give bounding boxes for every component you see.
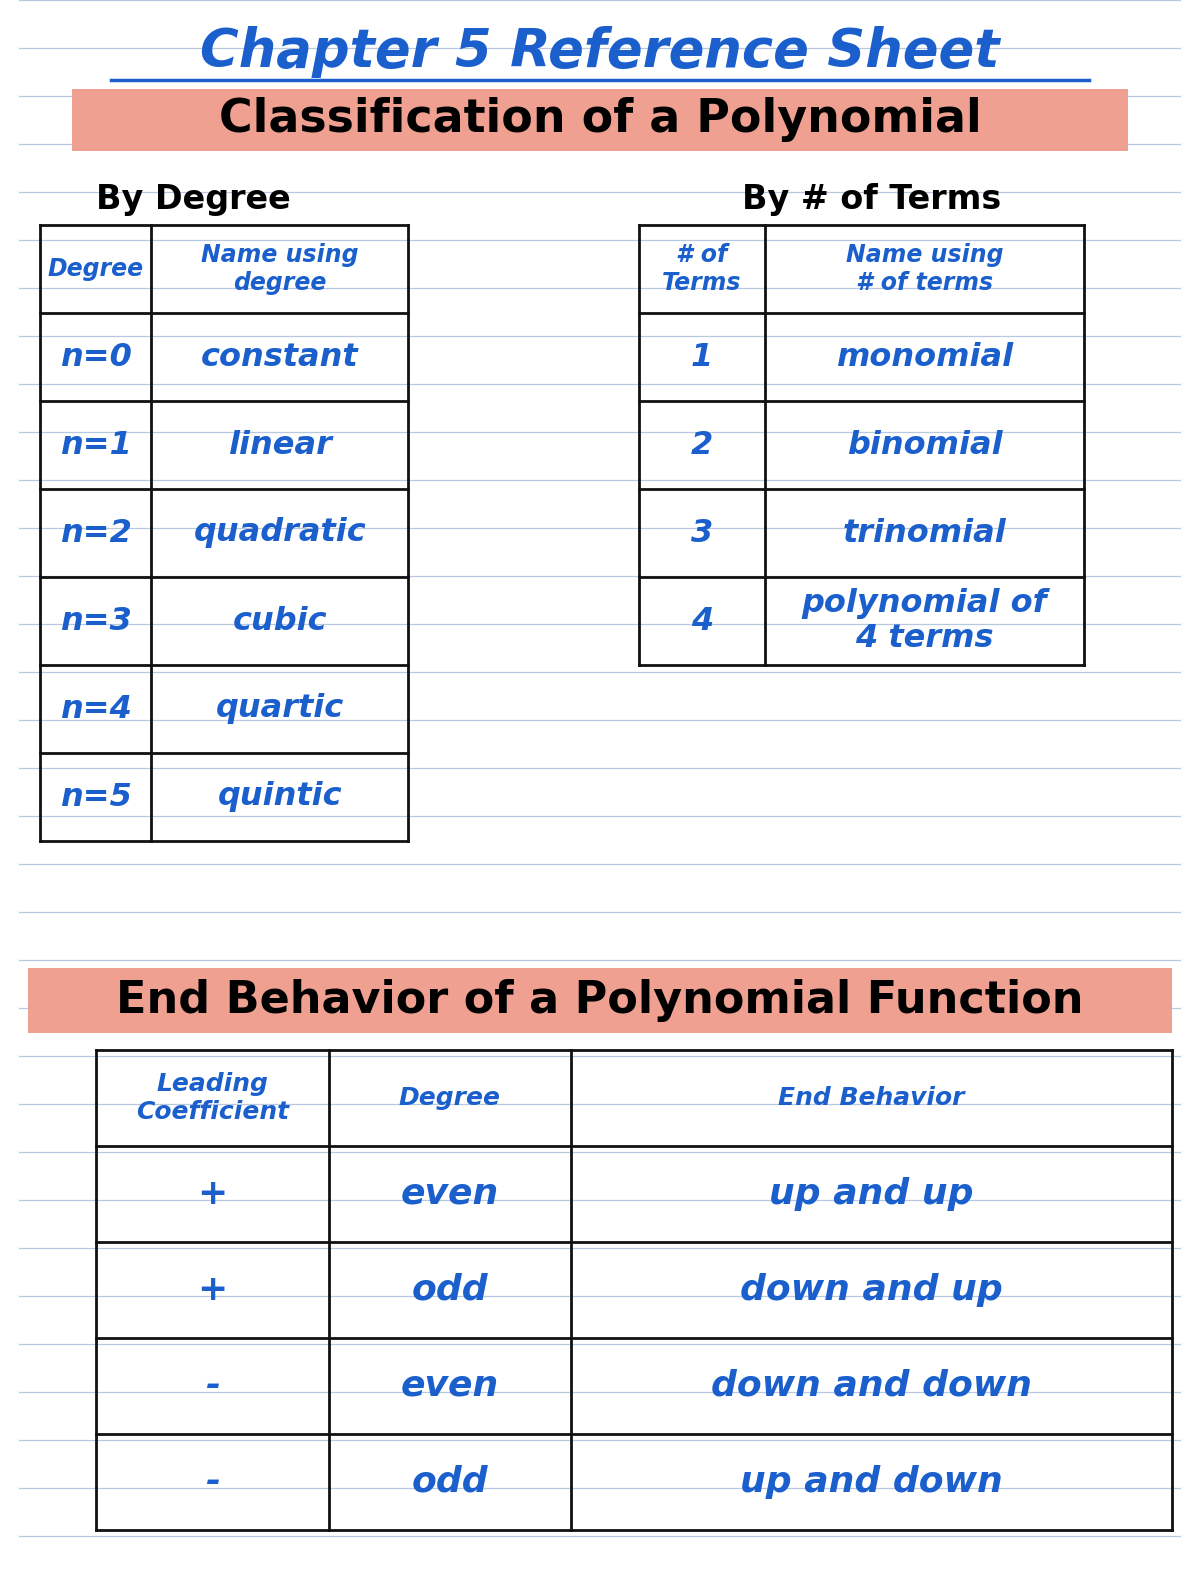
- Text: Name using
# of terms: Name using # of terms: [846, 243, 1003, 295]
- Text: 2: 2: [690, 430, 713, 460]
- Text: +: +: [197, 1273, 228, 1307]
- Text: 1: 1: [690, 342, 713, 373]
- Text: Classification of a Polynomial: Classification of a Polynomial: [218, 98, 982, 142]
- Text: trinomial: trinomial: [842, 518, 1007, 548]
- Text: Leading
Coefficient: Leading Coefficient: [136, 1073, 289, 1125]
- Text: Chapter 5 Reference Sheet: Chapter 5 Reference Sheet: [200, 27, 1000, 79]
- FancyBboxPatch shape: [29, 967, 1171, 1033]
- Text: n=1: n=1: [60, 430, 132, 460]
- Text: down and up: down and up: [740, 1273, 1003, 1307]
- Text: down and down: down and down: [710, 1369, 1032, 1403]
- Text: -: -: [205, 1369, 220, 1403]
- Text: 3: 3: [690, 518, 713, 548]
- Text: n=0: n=0: [60, 342, 132, 373]
- Text: n=4: n=4: [60, 693, 132, 724]
- Text: quadratic: quadratic: [193, 518, 366, 548]
- Text: odd: odd: [412, 1273, 488, 1307]
- Text: Name using
degree: Name using degree: [202, 243, 359, 295]
- Text: up and up: up and up: [769, 1177, 973, 1211]
- Text: # of
Terms: # of Terms: [662, 243, 742, 295]
- Text: n=3: n=3: [60, 605, 132, 636]
- Text: polynomial of
4 terms: polynomial of 4 terms: [802, 587, 1048, 654]
- Text: constant: constant: [202, 342, 359, 373]
- Text: linear: linear: [228, 430, 331, 460]
- Text: up and down: up and down: [740, 1465, 1003, 1499]
- Text: +: +: [197, 1177, 228, 1211]
- Text: -: -: [205, 1465, 220, 1499]
- Text: 4: 4: [690, 605, 713, 636]
- Text: End Behavior of a Polynomial Function: End Behavior of a Polynomial Function: [116, 978, 1084, 1022]
- Text: monomial: monomial: [836, 342, 1013, 373]
- FancyBboxPatch shape: [72, 90, 1128, 151]
- Text: binomial: binomial: [847, 430, 1002, 460]
- Text: End Behavior: End Behavior: [778, 1087, 965, 1110]
- Text: quartic: quartic: [216, 693, 344, 724]
- Text: Degree: Degree: [48, 257, 144, 280]
- Text: By Degree: By Degree: [96, 184, 290, 216]
- Text: n=2: n=2: [60, 518, 132, 548]
- Text: even: even: [401, 1369, 499, 1403]
- Text: Degree: Degree: [398, 1087, 500, 1110]
- Text: quintic: quintic: [217, 781, 342, 813]
- Text: cubic: cubic: [233, 605, 328, 636]
- Text: odd: odd: [412, 1465, 488, 1499]
- Text: even: even: [401, 1177, 499, 1211]
- Text: By # of Terms: By # of Terms: [742, 184, 1001, 216]
- Text: n=5: n=5: [60, 781, 132, 813]
